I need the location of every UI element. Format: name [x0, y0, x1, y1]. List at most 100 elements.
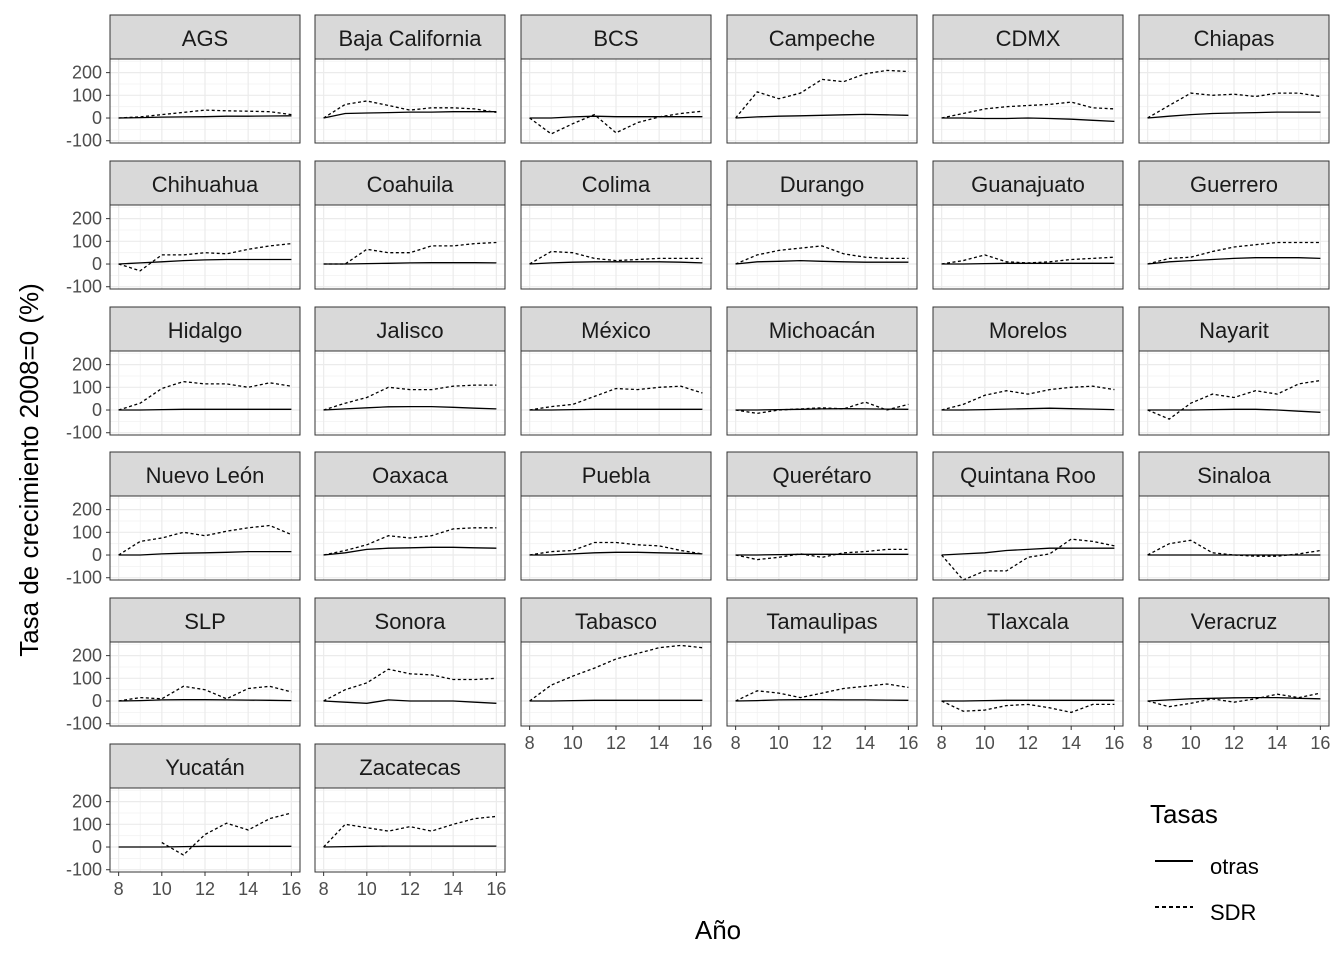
facet-strip-label: Guanajuato [971, 172, 1085, 197]
series-line-sdr [118, 524, 292, 556]
series-line-sdr [735, 69, 909, 119]
panel-border [109, 350, 301, 436]
facet-strip-label: AGS [182, 26, 228, 51]
facet-strip-label: Nuevo León [146, 463, 265, 488]
facet-panel-colima: Colima [520, 160, 712, 290]
series-line-otras [735, 699, 909, 702]
facet-panel-michoacan: Michoacán [726, 306, 918, 436]
x-tick-label: 12 [1018, 733, 1038, 753]
facet-strip [1138, 597, 1330, 643]
panel-border [314, 641, 506, 727]
facet-strip-label: Oaxaca [372, 463, 449, 488]
facet-strip [932, 306, 1124, 352]
x-axis-title: Año [695, 915, 741, 945]
x-tick-label: 8 [525, 733, 535, 753]
y-tick-label: 0 [92, 254, 102, 274]
series-line-sdr [118, 109, 292, 119]
x-tick-label: 16 [692, 733, 712, 753]
facet-panel-sinaloa: Sinaloa [1138, 451, 1330, 581]
facet-panel-morelos: Morelos [932, 306, 1124, 436]
facet-panel-tamaulipas: Tamaulipas 8 10 12 14 16 [726, 597, 918, 753]
facet-strip-label: Quintana Roo [960, 463, 1096, 488]
series-line-sdr [323, 527, 497, 556]
facet-panel-bcs: BCS [520, 14, 712, 144]
facet-panel-zacatecas: Zacatecas 8 10 12 14 16 [314, 743, 506, 899]
y-tick-label: 200 [72, 646, 102, 666]
facet-panel-queretaro: Querétaro [726, 451, 918, 581]
y-tick-label: -100 [66, 131, 102, 151]
panel-border [314, 58, 506, 144]
series-line-otras [118, 258, 292, 265]
facet-panel-baja-california: Baja California [314, 14, 506, 144]
series-line-sdr [118, 242, 292, 272]
x-tick-label: 8 [1143, 733, 1153, 753]
panel-border [932, 350, 1124, 436]
facet-panel-guanajuato: Guanajuato [932, 160, 1124, 290]
series-line-otras [323, 262, 497, 265]
x-tick-label: 10 [357, 879, 377, 899]
facet-panel-guerrero: Guerrero [1138, 160, 1330, 290]
x-tick-label: 16 [898, 733, 918, 753]
series-line-otras [118, 115, 292, 119]
x-tick-label: 14 [855, 733, 875, 753]
x-tick-label: 16 [281, 879, 301, 899]
series-line-sdr [941, 101, 1115, 119]
series-line-sdr [941, 385, 1115, 411]
series-line-sdr [529, 110, 703, 135]
facet-strip-label: Durango [780, 172, 864, 197]
series-line-sdr [323, 241, 497, 265]
x-tick-label: 16 [1104, 733, 1124, 753]
panel-border [520, 204, 712, 290]
series-line-otras [1147, 408, 1321, 413]
y-tick-label: 0 [92, 400, 102, 420]
y-tick-label: 100 [72, 668, 102, 688]
facet-strip [726, 14, 918, 60]
facet-panel-coahuila: Coahuila [314, 160, 506, 290]
facet-strip [932, 597, 1124, 643]
panel-border [109, 495, 301, 581]
facet-strip-label: Nayarit [1199, 318, 1269, 343]
x-tick-label: 14 [1061, 733, 1081, 753]
x-tick-label: 14 [1267, 733, 1287, 753]
panel-border [314, 495, 506, 581]
facet-strip [932, 451, 1124, 497]
facet-strip-label: BCS [593, 26, 638, 51]
facet-panel-oaxaca: Oaxaca [314, 451, 506, 581]
series-line-otras [323, 845, 497, 848]
series-line-sdr [735, 683, 909, 702]
series-line-otras [941, 407, 1115, 411]
facet-strip-label: SLP [184, 609, 226, 634]
y-tick-label: 100 [72, 522, 102, 542]
series-line-sdr [118, 380, 292, 411]
series-line-sdr [323, 668, 497, 702]
series-line-otras [323, 699, 497, 704]
facet-strip-label: México [581, 318, 651, 343]
facet-panel-chiapas: Chiapas [1138, 14, 1330, 144]
y-tick-label: 100 [72, 814, 102, 834]
series-line-otras [118, 408, 292, 411]
legend-label-otras: otras [1210, 854, 1259, 879]
x-tick-label: 16 [486, 879, 506, 899]
series-line-otras [118, 699, 292, 702]
x-tick-label: 8 [937, 733, 947, 753]
series-line-sdr [1147, 692, 1321, 708]
y-tick-label: 200 [72, 63, 102, 83]
panel-border [726, 350, 918, 436]
series-line-otras [529, 699, 703, 702]
facet-strip-label: Tamaulipas [766, 609, 877, 634]
series-line-otras [323, 546, 497, 556]
series-line-sdr [323, 815, 497, 848]
series-line-otras [529, 115, 703, 119]
facet-panel-cdmx: CDMX [932, 14, 1124, 144]
panel-border [314, 350, 506, 436]
facet-strip-label: Morelos [989, 318, 1067, 343]
series-line-otras [1147, 257, 1321, 265]
x-tick-label: 10 [769, 733, 789, 753]
series-line-otras [735, 259, 909, 265]
x-tick-label: 10 [563, 733, 583, 753]
